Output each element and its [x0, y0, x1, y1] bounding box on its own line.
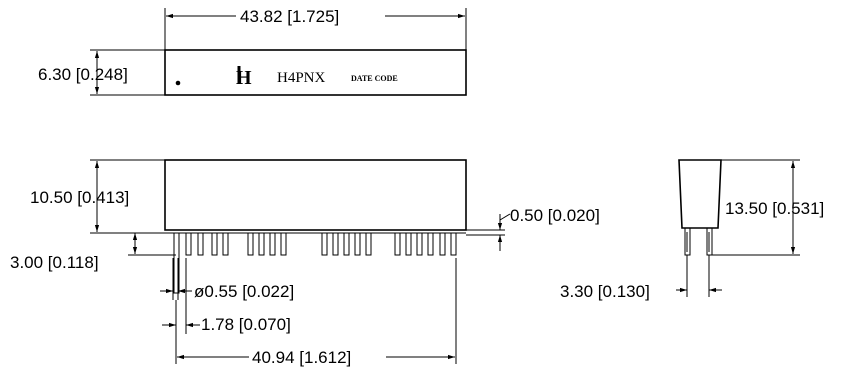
- standoff-label: 3.00 [0.118]: [10, 253, 99, 272]
- pin-pitch-label: 1.78 [0.070]: [201, 315, 291, 334]
- top-height-label: 6.30 [0.248]: [38, 65, 128, 84]
- pin-thickness-label: 0.50 [0.020]: [510, 206, 600, 225]
- pin: [280, 232, 287, 256]
- pin: [427, 232, 434, 256]
- pin: [450, 232, 457, 256]
- pin: [222, 232, 229, 256]
- front-view: 10.50 [0.413] 3.00 [0.118] 0.50 [0.020] …: [10, 159, 600, 367]
- pin: [197, 232, 204, 256]
- pin: [439, 232, 446, 256]
- side-view-body: [678, 159, 722, 229]
- pin: [394, 232, 401, 256]
- pin1-dot: [175, 80, 181, 86]
- top-view-body: [164, 49, 467, 96]
- pin: [269, 232, 276, 256]
- pin: [211, 232, 218, 256]
- length-label: 43.82 [1.725]: [240, 7, 339, 26]
- date-code: DATE CODE: [351, 74, 398, 83]
- pin: [343, 232, 350, 256]
- pin-span-label: 40.94 [1.612]: [252, 348, 351, 367]
- front-view-body: [164, 159, 467, 231]
- pin: [416, 232, 423, 256]
- pin-thickness-leader: [499, 213, 511, 221]
- pin: [405, 232, 412, 256]
- pin: [332, 232, 339, 256]
- part-number: H4PNX: [277, 70, 326, 86]
- pin-row: [165, 232, 466, 294]
- side-view: 13.50 [0.531] 3.30 [0.130]: [560, 159, 824, 301]
- pin: [185, 232, 192, 256]
- top-view: H H4PNX DATE CODE 43.82 [1.725] 6.30 [0.…: [38, 7, 467, 96]
- pin-diameter-label: ø0.55 [0.022]: [194, 282, 294, 301]
- pin: [321, 232, 328, 256]
- pin: [365, 232, 372, 256]
- side-width-label: 3.30 [0.130]: [560, 282, 650, 301]
- pin: [258, 232, 265, 256]
- side-height-label: 13.50 [0.531]: [725, 199, 824, 218]
- body-height-label: 10.50 [0.413]: [30, 188, 129, 207]
- pin: [247, 232, 254, 256]
- pin: [354, 232, 361, 256]
